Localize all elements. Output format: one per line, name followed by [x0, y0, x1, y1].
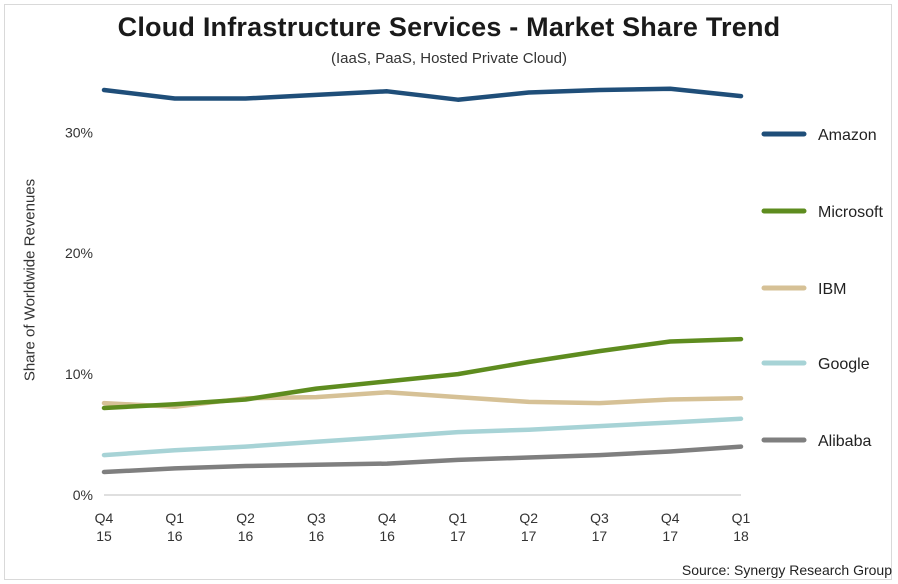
chart-title: Cloud Infrastructure Services - Market S… [117, 12, 781, 42]
x-tick-label: 17 [592, 528, 608, 544]
x-tick-label: 15 [96, 528, 112, 544]
x-tick-label: 16 [379, 528, 395, 544]
chart-frame [4, 4, 892, 580]
legend-label-ibm: IBM [818, 281, 846, 298]
x-tick-label: 18 [733, 528, 749, 544]
legend-label-microsoft: Microsoft [818, 204, 883, 221]
x-tick-label: Q1 [732, 510, 751, 526]
x-tick-label: 17 [662, 528, 678, 544]
x-tick-label: 16 [309, 528, 325, 544]
x-tick-label: Q1 [449, 510, 468, 526]
y-tick-label: 0% [73, 487, 93, 503]
y-tick-label: 30% [65, 124, 93, 140]
y-tick-label: 10% [65, 366, 93, 382]
x-tick-label: 17 [450, 528, 466, 544]
series-line-alibaba [101, 444, 744, 475]
chart-subtitle: (IaaS, PaaS, Hosted Private Cloud) [331, 50, 567, 67]
series-line-microsoft [101, 336, 744, 411]
x-tick-label: 16 [167, 528, 183, 544]
x-tick-label: Q4 [378, 510, 397, 526]
x-tick-label: Q2 [236, 510, 255, 526]
y-tick-label: 20% [65, 245, 93, 261]
x-tick-label: Q3 [307, 510, 326, 526]
x-tick-label: 16 [238, 528, 254, 544]
series-line-google [101, 416, 744, 458]
legend-label-alibaba: Alibaba [818, 433, 871, 450]
legend-label-amazon: Amazon [818, 127, 877, 144]
x-tick-label: Q4 [661, 510, 680, 526]
x-tick-label: Q3 [590, 510, 609, 526]
x-tick-label: Q4 [95, 510, 114, 526]
legend-label-google: Google [818, 356, 870, 373]
x-tick-label: 17 [521, 528, 537, 544]
source-note: Source: Synergy Research Group [681, 562, 892, 578]
x-tick-label: Q1 [165, 510, 184, 526]
x-tick-label: Q2 [519, 510, 538, 526]
series-line-amazon [101, 86, 744, 102]
